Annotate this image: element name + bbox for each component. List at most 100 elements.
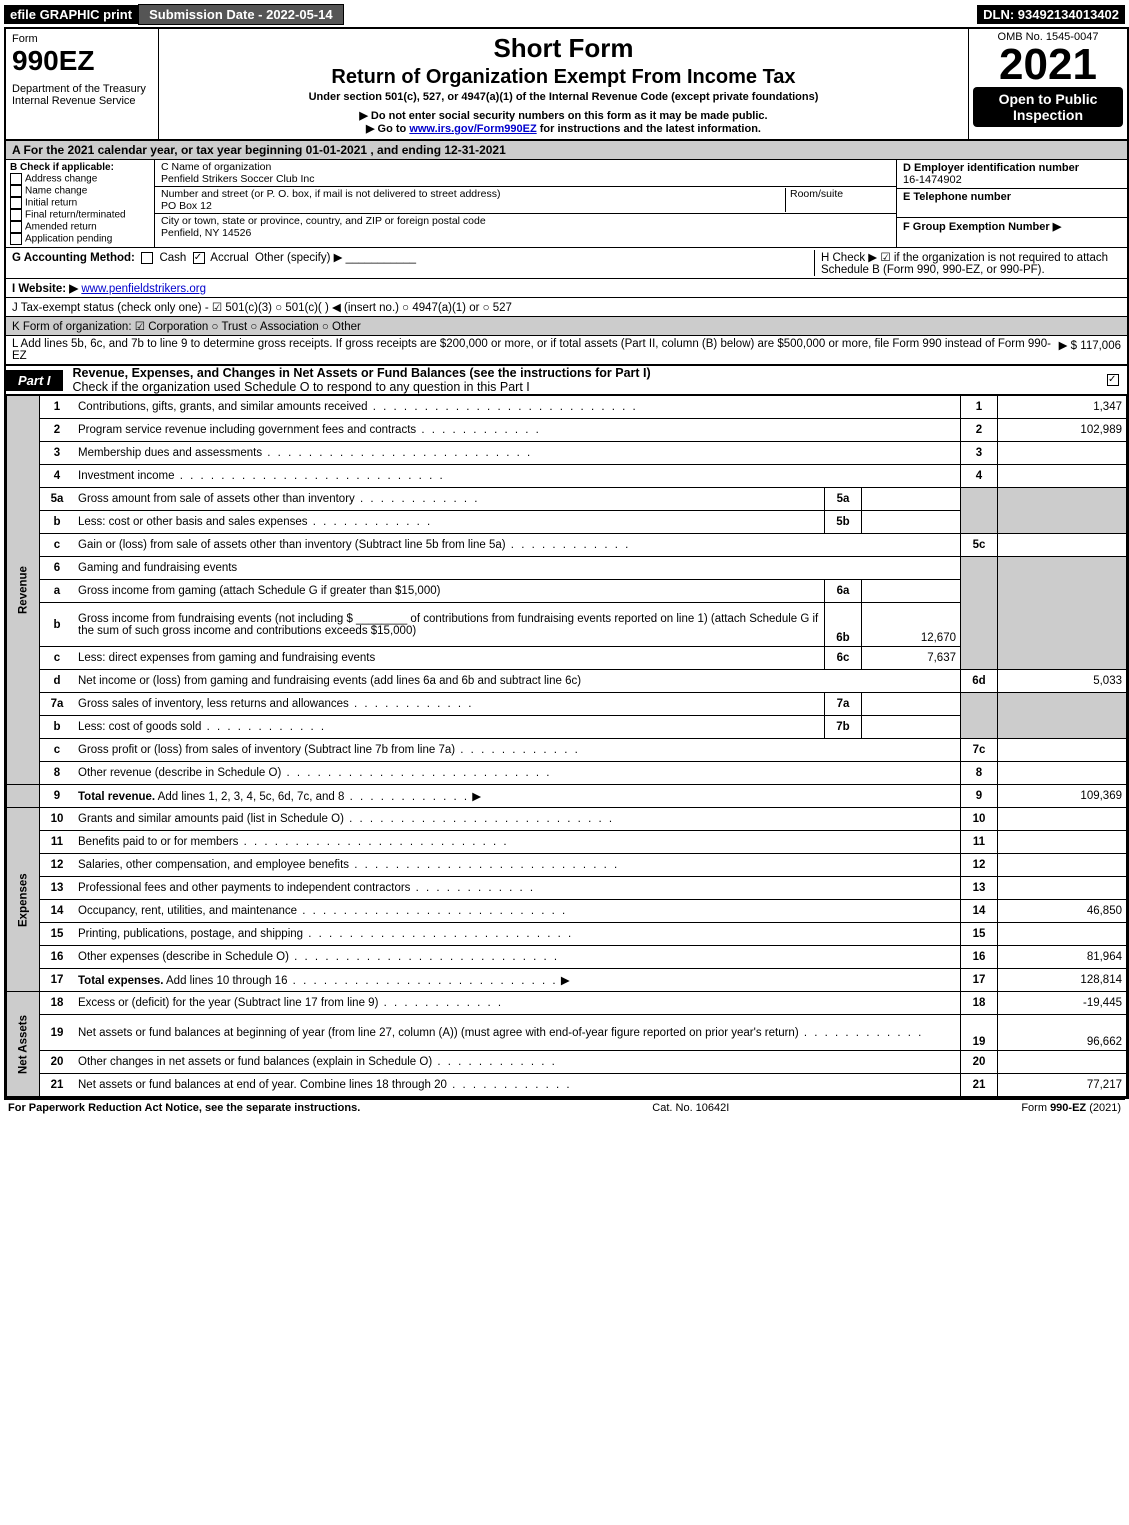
line-9: 9 Total revenue. Add lines 1, 2, 3, 4, 5… [7,785,1127,808]
line-8: 8 Other revenue (describe in Schedule O)… [7,762,1127,785]
line-17: 17 Total expenses. Add lines 10 through … [7,969,1127,992]
line-7b: b Less: cost of goods sold 7b [7,716,1127,739]
website-url[interactable]: www.penfieldstrikers.org [81,283,206,295]
part-1-title: Revenue, Expenses, and Changes in Net As… [63,366,1107,394]
open-to-public: Open to Public Inspection [973,87,1123,127]
top-bar: efile GRAPHIC print Submission Date - 20… [4,4,1125,25]
cash-checkbox[interactable] [141,252,153,264]
city-value: Penfield, NY 14526 [161,227,251,239]
section-a: A For the 2021 calendar year, or tax yea… [6,141,1127,160]
line-14: 14 Occupancy, rent, utilities, and maint… [7,900,1127,923]
col-b: B Check if applicable: Address change Na… [6,160,155,247]
line-1: Revenue 1 Contributions, gifts, grants, … [7,396,1127,419]
line-6c: c Less: direct expenses from gaming and … [7,647,1127,670]
title-cell: Short Form Return of Organization Exempt… [159,29,968,139]
phone-label: E Telephone number [903,191,1011,203]
ein-value: 16-1474902 [903,174,962,186]
line-18: Net Assets 18 Excess or (deficit) for th… [7,992,1127,1015]
initial-return-checkbox[interactable] [10,197,22,209]
line-15: 15 Printing, publications, postage, and … [7,923,1127,946]
row-i: I Website: ▶ www.penfieldstrikers.org [6,279,1127,298]
form-container: Form 990EZ Department of the Treasury In… [4,27,1129,1099]
addr-change-label: Address change [25,174,97,185]
line-2: 2 Program service revenue including gove… [7,419,1127,442]
part-1-header: Part I Revenue, Expenses, and Changes in… [6,365,1127,395]
line-4: 4 Investment income 4 [7,465,1127,488]
line-5b: b Less: cost or other basis and sales ex… [7,511,1127,534]
accrual-label: Accrual [210,252,248,264]
form-word: Form [12,33,152,45]
room-label: Room/suite [790,188,843,200]
line-6: 6 Gaming and fundraising events [7,557,1127,580]
row-g-h: G Accounting Method: Cash Accrual Other … [6,248,1127,279]
amended-label: Amended return [25,222,97,233]
cash-label: Cash [159,252,186,264]
part-1-label: Part I [6,370,63,391]
line-11: 11 Benefits paid to or for members 11 [7,831,1127,854]
address-change-checkbox[interactable] [10,173,22,185]
street-label: Number and street (or P. O. box, if mail… [161,188,500,200]
ssn-warning: ▶ Do not enter social security numbers o… [169,109,958,122]
amended-checkbox[interactable] [10,221,22,233]
group-exemption-label: F Group Exemption Number ▶ [903,221,1061,233]
street-value: PO Box 12 [161,200,212,212]
row-j: J Tax-exempt status (check only one) - ☑… [6,298,1127,317]
org-name-label: C Name of organization [161,161,271,173]
row-k: K Form of organization: ☑ Corporation ○ … [6,317,1127,336]
initial-label: Initial return [25,198,77,209]
pending-label: Application pending [25,234,112,245]
short-form-title: Short Form [169,33,958,64]
irs-label: Internal Revenue Service [12,95,152,107]
other-specify-label: Other (specify) ▶ [255,252,342,264]
paperwork-notice: For Paperwork Reduction Act Notice, see … [8,1102,360,1114]
line-19: 19 Net assets or fund balances at beginn… [7,1015,1127,1051]
info-grid: B Check if applicable: Address change Na… [6,160,1127,248]
subtitle: Under section 501(c), 527, or 4947(a)(1)… [169,91,958,103]
line-6d: d Net income or (loss) from gaming and f… [7,670,1127,693]
revenue-label: Revenue [7,396,40,785]
main-title: Return of Organization Exempt From Incom… [169,66,958,89]
line-10: Expenses 10 Grants and similar amounts p… [7,808,1127,831]
row-l-amount: ▶ $ 117,006 [1059,338,1121,362]
efile-label: efile GRAPHIC print [4,5,138,24]
name-change-checkbox[interactable] [10,185,22,197]
line-16: 16 Other expenses (describe in Schedule … [7,946,1127,969]
ein-label: D Employer identification number [903,162,1079,174]
final-label: Final return/terminated [25,210,126,221]
tax-year: 2021 [973,43,1123,87]
row-h: H Check ▶ ☑ if the organization is not r… [814,250,1121,276]
dept-treasury: Department of the Treasury [12,83,152,95]
goto-link[interactable]: ▶ Go to www.irs.gov/Form990EZ for instru… [169,122,958,135]
form-id-cell: Form 990EZ Department of the Treasury In… [6,29,159,139]
cat-no: Cat. No. 10642I [652,1102,729,1114]
footer: For Paperwork Reduction Act Notice, see … [4,1099,1125,1116]
line-3: 3 Membership dues and assessments 3 [7,442,1127,465]
city-label: City or town, state or province, country… [161,215,486,227]
netassets-label: Net Assets [7,992,40,1097]
line-7c: c Gross profit or (loss) from sales of i… [7,739,1127,762]
line-12: 12 Salaries, other compensation, and emp… [7,854,1127,877]
website-label: I Website: ▶ [12,283,78,295]
expenses-label: Expenses [7,808,40,992]
row-l-text: L Add lines 5b, 6c, and 7b to line 9 to … [12,338,1059,362]
pending-checkbox[interactable] [10,233,22,245]
col-d: D Employer identification number 16-1474… [897,160,1127,247]
line-5a: 5a Gross amount from sale of assets othe… [7,488,1127,511]
line-20: 20 Other changes in net assets or fund b… [7,1051,1127,1074]
col-c: C Name of organization Penfield Strikers… [155,160,897,247]
form-header: Form 990EZ Department of the Treasury In… [6,29,1127,141]
accrual-checkbox[interactable] [193,252,205,264]
form-number: 990EZ [12,45,152,77]
line-21: 21 Net assets or fund balances at end of… [7,1074,1127,1097]
part-1-table: Revenue 1 Contributions, gifts, grants, … [6,395,1127,1097]
line-7a: 7a Gross sales of inventory, less return… [7,693,1127,716]
dln-label: DLN: 93492134013402 [977,5,1125,24]
submission-date: Submission Date - 2022-05-14 [138,4,344,25]
form-ref: Form 990-EZ (2021) [1021,1102,1121,1114]
year-cell: OMB No. 1545-0047 2021 Open to Public In… [968,29,1127,139]
line-6b: b Gross income from fundraising events (… [7,603,1127,647]
line-13: 13 Professional fees and other payments … [7,877,1127,900]
final-return-checkbox[interactable] [10,209,22,221]
schedule-o-checkbox[interactable] [1107,374,1119,386]
line-6a: a Gross income from gaming (attach Sched… [7,580,1127,603]
